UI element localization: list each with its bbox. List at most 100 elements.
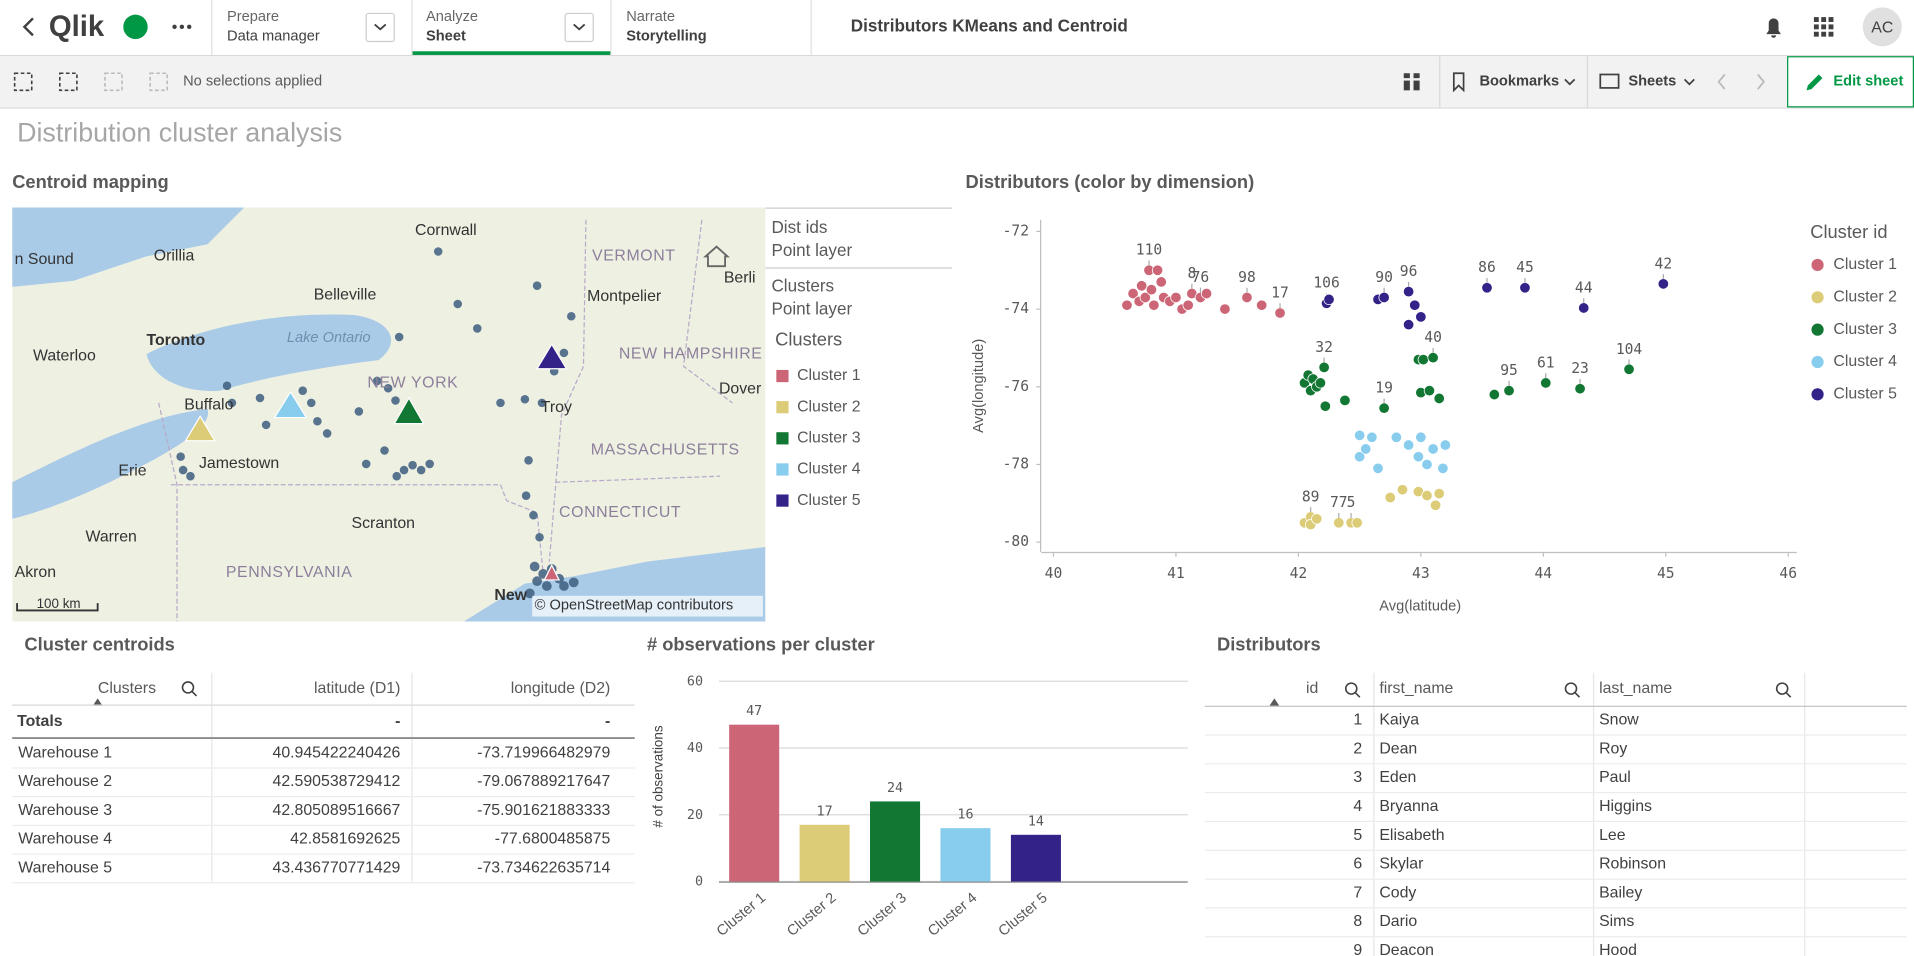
clear-selections[interactable]: [149, 72, 169, 92]
edit-sheet-button[interactable]: [1787, 56, 1914, 108]
table-cell: Warehouse 2: [18, 773, 112, 790]
legend-swatch: [776, 369, 789, 383]
x-tick-label: 44: [1535, 565, 1553, 582]
step-back[interactable]: [59, 72, 78, 92]
avatar[interactable]: [1862, 7, 1902, 47]
sheets-button[interactable]: Sheets: [1628, 74, 1676, 90]
back-button[interactable]: [22, 17, 34, 37]
search-icon[interactable]: [181, 681, 195, 694]
point-label: 106: [1313, 275, 1339, 292]
point-label: 23: [1571, 360, 1589, 377]
point-label: 104: [1616, 341, 1643, 358]
point-label: 86: [1478, 259, 1496, 276]
scatter-point: [1623, 363, 1635, 375]
bar-value-label: 16: [957, 808, 973, 823]
legend-label: Cluster 3: [797, 430, 861, 447]
panel-title: # observations per cluster: [647, 634, 875, 655]
more-menu[interactable]: [172, 24, 192, 30]
point-label: 44: [1575, 279, 1593, 296]
bookmarks-button[interactable]: Bookmarks: [1479, 74, 1559, 90]
table-cell: -77.6800485875: [495, 831, 611, 848]
insights-button[interactable]: [1403, 73, 1420, 91]
table-cell: 7: [1353, 884, 1362, 901]
dropdown[interactable]: [564, 12, 594, 43]
panel-title: Distributors: [1217, 634, 1321, 655]
scatter-point: [1415, 431, 1427, 443]
smart-search[interactable]: [13, 72, 33, 92]
table-cell: Deacon: [1379, 942, 1434, 956]
scatter-point: [1417, 353, 1429, 366]
notifications[interactable]: [1766, 18, 1781, 38]
point-label: 110: [1136, 242, 1162, 259]
map-place: MASSACHUSETTS: [591, 442, 740, 459]
scatter-point: [1433, 392, 1445, 405]
table-cell: Dean: [1379, 740, 1417, 757]
scatter-point: [1311, 513, 1323, 525]
scatter-point: [1136, 280, 1148, 292]
scatter-point: [1360, 443, 1372, 455]
table-cell: Skylar: [1379, 856, 1424, 873]
map-place: Jamestown: [199, 455, 279, 472]
table-cell: Warehouse 3: [18, 802, 112, 819]
map[interactable]: n Sound Orillia Cornwall Belleville Toro…: [12, 207, 766, 622]
layer-type: Point layer: [771, 241, 852, 260]
column-header: longitude (D2): [511, 680, 611, 697]
scatter-point: [1433, 487, 1445, 500]
scatter-point: [1488, 388, 1500, 401]
legend-swatch: [1811, 355, 1824, 369]
table-cell: -73.719966482979: [477, 745, 610, 762]
nav-value[interactable]: Sheet: [426, 29, 466, 45]
search-icon[interactable]: [1344, 682, 1358, 695]
map-place: Scranton: [352, 515, 415, 532]
legend-label: Cluster 3: [1833, 321, 1897, 338]
point-label: 5: [1347, 494, 1356, 511]
point-label: 17: [1271, 284, 1289, 301]
map-legend: Dist ids Point layer Clusters Point laye…: [765, 207, 953, 349]
apps-menu[interactable]: [1813, 17, 1834, 37]
scatter-point: [1390, 431, 1402, 443]
map-place: Belleville: [314, 287, 377, 304]
table-cell: 8: [1353, 913, 1362, 930]
step-forward[interactable]: [104, 72, 123, 92]
scatter-point: [1519, 282, 1531, 294]
search-icon[interactable]: [1564, 682, 1578, 695]
scatter-point: [1412, 451, 1425, 463]
map-attribution[interactable]: © OpenStreetMap contributors: [535, 597, 734, 613]
layer-name[interactable]: Dist ids: [771, 218, 827, 237]
table-cell: Robinson: [1599, 856, 1666, 873]
point-label: 42: [1655, 255, 1673, 272]
table-cell: Snow: [1599, 712, 1639, 729]
legend-swatch: [1811, 388, 1824, 401]
table-cell: Sims: [1599, 913, 1634, 930]
next-sheet[interactable]: [1757, 73, 1766, 90]
scatter-point: [1421, 489, 1433, 502]
table-cell: 9: [1353, 942, 1362, 956]
scatter-point: [1351, 517, 1363, 529]
point-label: 8: [1187, 265, 1196, 282]
table-cell: Higgins: [1599, 798, 1652, 815]
bar-value-label: 17: [817, 804, 833, 819]
table-cell: 42.590538729412: [273, 773, 401, 790]
search-icon-handle: [191, 691, 198, 697]
nav-label: Analyze: [426, 9, 478, 25]
table-cell: Warehouse 4: [18, 831, 112, 848]
table-cell: 3: [1353, 769, 1362, 786]
search-icon[interactable]: [1775, 682, 1789, 695]
dropdown[interactable]: [365, 12, 395, 43]
layer-type: Point layer: [771, 300, 852, 319]
scatter-point: [1378, 291, 1390, 304]
scatter-point: [1314, 377, 1327, 389]
map-place: Waterloo: [33, 348, 96, 365]
legend-swatch: [776, 401, 789, 414]
nav-value[interactable]: Data manager: [227, 29, 320, 45]
table-cell: 43.436770771429: [273, 859, 401, 876]
legend-swatch: [776, 463, 789, 476]
previous-sheet[interactable]: [1717, 73, 1726, 90]
layer-name[interactable]: Clusters: [771, 276, 834, 295]
table-cell: Roy: [1599, 740, 1627, 757]
bar: [940, 828, 991, 882]
x-tick-label: 40: [1045, 565, 1063, 582]
scatter-point: [1437, 462, 1449, 474]
y-tick-label: -80: [1003, 533, 1029, 550]
nav-value[interactable]: Storytelling: [626, 29, 706, 45]
